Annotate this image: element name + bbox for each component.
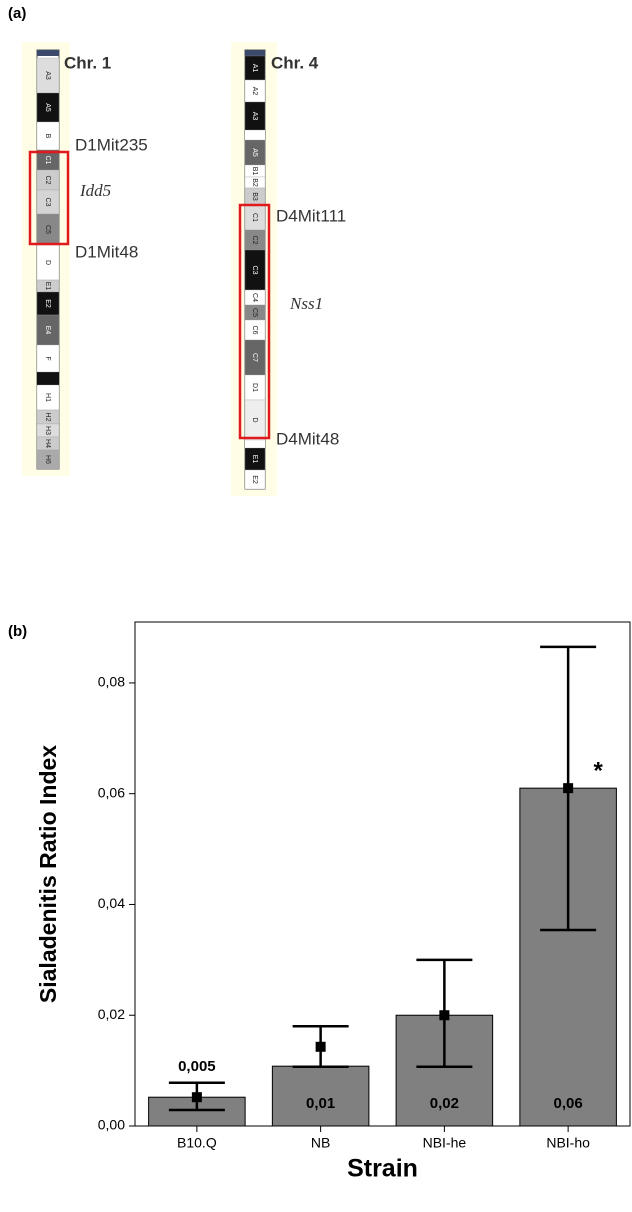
band-label: A1 [251, 64, 258, 73]
band [36, 449, 60, 470]
band-label: D1 [251, 383, 258, 392]
band-label: A5 [251, 148, 258, 157]
y-tick-label: 0,02 [98, 1006, 125, 1022]
band [244, 469, 266, 490]
band-label: C5 [44, 225, 51, 234]
band-label: C5 [251, 308, 258, 317]
x-tick-label: NBI-he [423, 1135, 467, 1151]
y-tick-label: 0,00 [98, 1117, 125, 1133]
band-label: A5 [44, 103, 51, 112]
band [245, 440, 265, 448]
y-axis-label: Sialadenitis Ratio Index [35, 745, 61, 1003]
significance-mark: * [593, 757, 603, 784]
panel-label: (a) [8, 5, 26, 22]
mean-marker [439, 1010, 450, 1021]
value-label: 0,06 [554, 1095, 583, 1112]
band-label: C6 [251, 326, 258, 335]
band-label: C1 [251, 213, 258, 222]
mean-marker [563, 783, 574, 794]
centromere [245, 50, 265, 56]
band-label: E2 [44, 299, 51, 308]
y-tick-label: 0,04 [98, 895, 125, 911]
band-label: B [44, 134, 51, 139]
band-label: C4 [251, 293, 258, 302]
band-label: C3 [251, 266, 258, 275]
band-label: C3 [44, 198, 51, 207]
band-label: C2 [251, 236, 258, 245]
mean-marker [315, 1041, 326, 1052]
band-label: H3 [44, 426, 51, 435]
band-label: H2 [44, 413, 51, 422]
plot-frame [134, 621, 631, 1127]
band-label: D [251, 417, 258, 422]
band-label: D [44, 260, 51, 265]
band-label: F [44, 356, 51, 360]
band-label: B2 [251, 178, 258, 187]
band-label: A3 [44, 71, 51, 80]
x-tick-label: B10.Q [177, 1135, 217, 1151]
band [36, 344, 60, 373]
band-label: A3 [251, 112, 258, 121]
centromere [37, 50, 59, 56]
band-label: E2 [251, 475, 258, 484]
value-label: 0,005 [178, 1058, 216, 1075]
mean-marker [191, 1092, 202, 1103]
band-label: C2 [44, 176, 51, 185]
marker-label: D4Mit111 [276, 206, 346, 225]
band [37, 372, 59, 385]
band-label: H6 [44, 455, 51, 464]
y-tick-label: 0,08 [98, 674, 125, 690]
locus-label: Nss1 [289, 294, 323, 313]
x-axis-label: Strain [347, 1155, 418, 1183]
band-label: E4 [44, 326, 51, 335]
band-label: H1 [44, 393, 51, 402]
locus-box [238, 203, 271, 440]
panel-label: (b) [8, 623, 27, 640]
y-tick-label: 0,06 [98, 784, 125, 800]
chromosome-name: Chr. 4 [271, 53, 319, 72]
chromosome-name: Chr. 1 [64, 53, 111, 72]
value-label: 0,01 [306, 1095, 335, 1112]
band-label: H4 [44, 439, 51, 448]
band [245, 130, 265, 140]
band-label: C7 [251, 353, 258, 362]
x-tick-label: NB [311, 1135, 330, 1151]
marker-label: D1Mit235 [75, 135, 148, 154]
marker-label: D4Mit48 [276, 429, 339, 448]
marker-label: D1Mit48 [75, 242, 138, 261]
band [244, 101, 266, 131]
band-label: E1 [251, 455, 258, 464]
locus-box [28, 150, 70, 246]
band-label: E1 [44, 282, 51, 291]
locus-label: Idd5 [79, 181, 111, 200]
band-label: B1 [251, 167, 258, 176]
band [244, 399, 266, 441]
band-label: C1 [44, 156, 51, 165]
band-label: B3 [251, 192, 258, 201]
value-label: 0,02 [430, 1095, 459, 1112]
x-tick-label: NBI-ho [546, 1135, 590, 1151]
band-label: A2 [251, 87, 258, 96]
